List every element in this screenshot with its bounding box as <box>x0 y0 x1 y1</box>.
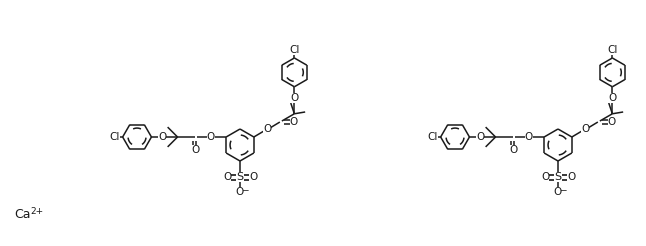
Text: O: O <box>567 172 575 182</box>
Text: O: O <box>608 117 616 126</box>
Text: Ca: Ca <box>14 209 30 221</box>
Text: O: O <box>236 187 244 197</box>
Text: Cl: Cl <box>289 45 300 55</box>
Text: O: O <box>510 145 517 155</box>
Text: O: O <box>249 172 257 182</box>
Text: O: O <box>290 92 298 103</box>
Text: S: S <box>236 172 244 182</box>
Text: O: O <box>554 187 562 197</box>
Text: Cl: Cl <box>428 132 438 142</box>
Text: O: O <box>158 132 167 142</box>
Text: O: O <box>525 132 533 142</box>
Text: O: O <box>290 117 298 126</box>
Text: Cl: Cl <box>607 45 618 55</box>
Text: O: O <box>263 124 271 134</box>
Text: 2+: 2+ <box>30 206 43 215</box>
Text: O: O <box>541 172 549 182</box>
Text: O: O <box>223 172 231 182</box>
Text: O: O <box>476 132 484 142</box>
Text: Cl: Cl <box>109 132 120 142</box>
Text: O: O <box>191 145 200 155</box>
Text: O: O <box>581 124 590 134</box>
Text: −: − <box>559 185 567 194</box>
Text: O: O <box>207 132 215 142</box>
Text: S: S <box>554 172 561 182</box>
Text: −: − <box>241 185 249 194</box>
Text: O: O <box>609 92 616 103</box>
